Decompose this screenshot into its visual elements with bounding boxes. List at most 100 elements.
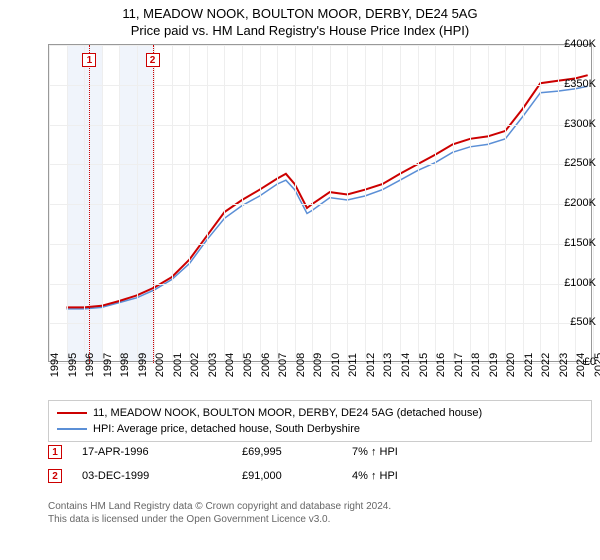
gridline-v <box>260 45 261 361</box>
gridline-h <box>49 164 591 165</box>
xtick-label: 2001 <box>172 353 184 377</box>
chart-marker: 2 <box>146 53 160 67</box>
gridline-v <box>242 45 243 361</box>
xtick-label: 1997 <box>102 353 114 377</box>
footer-attribution: Contains HM Land Registry data © Crown c… <box>48 500 391 526</box>
gridline-v <box>189 45 190 361</box>
gridline-v <box>330 45 331 361</box>
gridline-v <box>523 45 524 361</box>
gridline-v <box>207 45 208 361</box>
xtick-label: 2016 <box>435 353 447 377</box>
transaction-marker: 1 <box>48 445 62 459</box>
transaction-delta: 4% ↑ HPI <box>352 470 462 482</box>
gridline-v <box>470 45 471 361</box>
gridline-v <box>453 45 454 361</box>
xtick-label: 2017 <box>453 353 465 377</box>
transaction-row: 1 17-APR-1996£69,9957% ↑ HPI <box>48 445 462 459</box>
gridline-v <box>312 45 313 361</box>
ytick-label: £0 <box>552 356 596 368</box>
xtick-label: 2011 <box>347 353 359 377</box>
xtick-label: 2000 <box>154 353 166 377</box>
gridline-v <box>505 45 506 361</box>
series-hpi <box>67 86 588 309</box>
ytick-label: £150K <box>552 237 596 249</box>
legend-item: HPI: Average price, detached house, Sout… <box>57 421 583 437</box>
gridline-v <box>49 45 50 361</box>
gridline-v <box>84 45 85 361</box>
xtick-label: 2004 <box>224 353 236 377</box>
gridline-v <box>154 45 155 361</box>
transaction-date: 17-APR-1996 <box>82 446 242 458</box>
xtick-label: 2008 <box>295 353 307 377</box>
gridline-v <box>347 45 348 361</box>
gridline-v <box>382 45 383 361</box>
ytick-label: £250K <box>552 157 596 169</box>
legend-label: HPI: Average price, detached house, Sout… <box>93 423 360 435</box>
ytick-label: £50K <box>552 316 596 328</box>
page-title: 11, MEADOW NOOK, BOULTON MOOR, DERBY, DE… <box>0 0 600 21</box>
gridline-v <box>295 45 296 361</box>
gridline-v <box>540 45 541 361</box>
price-chart: 1994199519961997199819992000200120022003… <box>48 44 592 362</box>
legend-item: 11, MEADOW NOOK, BOULTON MOOR, DERBY, DE… <box>57 405 583 421</box>
gridline-v <box>277 45 278 361</box>
gridline-v <box>137 45 138 361</box>
legend-swatch <box>57 428 87 430</box>
xtick-label: 2010 <box>330 353 342 377</box>
gridline-h <box>49 45 591 46</box>
gridline-h <box>49 284 591 285</box>
gridline-v <box>488 45 489 361</box>
gridline-v <box>119 45 120 361</box>
page-subtitle: Price paid vs. HM Land Registry's House … <box>0 21 600 38</box>
ytick-label: £350K <box>552 78 596 90</box>
xtick-label: 2020 <box>505 353 517 377</box>
gridline-v <box>102 45 103 361</box>
xtick-label: 2013 <box>382 353 394 377</box>
legend-swatch <box>57 412 87 414</box>
xtick-label: 2014 <box>400 353 412 377</box>
xtick-label: 2015 <box>418 353 430 377</box>
xtick-label: 2018 <box>470 353 482 377</box>
transaction-marker: 2 <box>48 469 62 483</box>
gridline-h <box>49 244 591 245</box>
ytick-label: £400K <box>552 38 596 50</box>
gridline-v <box>224 45 225 361</box>
xtick-label: 1999 <box>137 353 149 377</box>
marker-dropline <box>153 45 154 363</box>
footer-line-2: This data is licensed under the Open Gov… <box>48 513 391 526</box>
xtick-label: 2005 <box>242 353 254 377</box>
transaction-date: 03-DEC-1999 <box>82 470 242 482</box>
gridline-h <box>49 204 591 205</box>
gridline-h <box>49 323 591 324</box>
footer-line-1: Contains HM Land Registry data © Crown c… <box>48 500 391 513</box>
gridline-v <box>172 45 173 361</box>
xtick-label: 2003 <box>207 353 219 377</box>
xtick-label: 2021 <box>523 353 535 377</box>
marker-dropline <box>89 45 90 363</box>
xtick-label: 2009 <box>312 353 324 377</box>
transaction-price: £69,995 <box>242 446 352 458</box>
transaction-row: 203-DEC-1999£91,0004% ↑ HPI <box>48 469 462 483</box>
gridline-v <box>418 45 419 361</box>
transaction-delta: 7% ↑ HPI <box>352 446 462 458</box>
gridline-v <box>400 45 401 361</box>
gridline-v <box>365 45 366 361</box>
gridline-h <box>49 125 591 126</box>
xtick-label: 2006 <box>260 353 272 377</box>
xtick-label: 1995 <box>67 353 79 377</box>
ytick-label: £100K <box>552 277 596 289</box>
ytick-label: £300K <box>552 118 596 130</box>
legend-label: 11, MEADOW NOOK, BOULTON MOOR, DERBY, DE… <box>93 407 482 419</box>
xtick-label: 2007 <box>277 353 289 377</box>
xtick-label: 1998 <box>119 353 131 377</box>
gridline-v <box>435 45 436 361</box>
xtick-label: 2019 <box>488 353 500 377</box>
xtick-label: 1994 <box>49 353 61 377</box>
xtick-label: 2022 <box>540 353 552 377</box>
chart-marker: 1 <box>82 53 96 67</box>
series-property <box>67 75 588 307</box>
legend: 11, MEADOW NOOK, BOULTON MOOR, DERBY, DE… <box>48 400 592 442</box>
ytick-label: £200K <box>552 197 596 209</box>
gridline-h <box>49 85 591 86</box>
gridline-v <box>67 45 68 361</box>
